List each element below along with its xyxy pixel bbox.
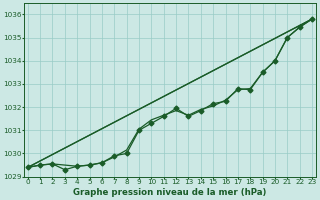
X-axis label: Graphe pression niveau de la mer (hPa): Graphe pression niveau de la mer (hPa) — [73, 188, 267, 197]
